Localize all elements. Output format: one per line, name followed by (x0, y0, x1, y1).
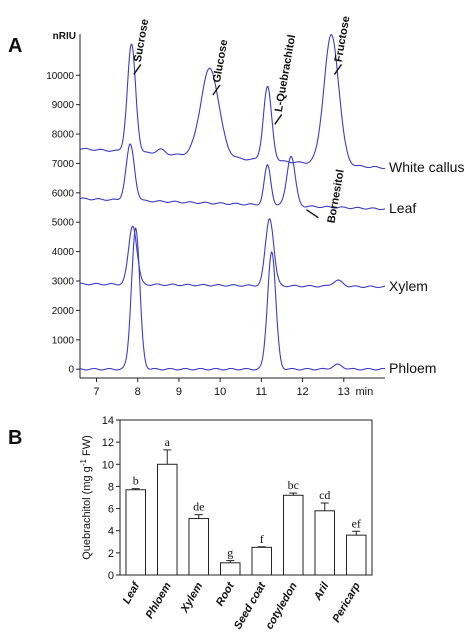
peak-annotation: Bornesitol (326, 169, 347, 225)
x-tick-label: 10 (214, 386, 226, 398)
bar-phloem (156, 463, 178, 576)
annotation-arrow (274, 114, 283, 125)
trace-label: White callus (389, 159, 464, 175)
annotation-arrow (133, 64, 142, 75)
bar-xylem (188, 518, 210, 576)
bar-aril (314, 510, 336, 576)
x-tick-label: 12 (296, 386, 308, 398)
y-tick-label: 2000 (52, 306, 75, 317)
category-label: Aril (311, 580, 332, 604)
x-unit-label: min (356, 386, 374, 398)
category-label: Xylem (178, 580, 205, 615)
peak-annotation: L-Quebrachitol (273, 34, 298, 113)
plot-frame (119, 419, 373, 576)
trace-label: Phloem (389, 360, 436, 376)
significance-letter: cd (319, 488, 330, 502)
bar-leaf (125, 489, 147, 576)
significance-letter: b (133, 474, 139, 488)
y-tick-label: 10000 (46, 71, 74, 82)
peak-annotation: Fructose (333, 15, 353, 63)
bar-cotyledon (282, 494, 304, 576)
bar-root (219, 562, 241, 576)
bar-pericarp (345, 534, 367, 576)
y-tick-label: 3000 (52, 277, 75, 288)
x-tick-label: 7 (93, 386, 99, 398)
peak-annotation: Glucose (211, 39, 230, 84)
category-label: Phloem (144, 580, 174, 621)
chromatogram-chart: 0 1000 2000 3000 4000 5000 6000 7000 8000 9000 100… (46, 15, 464, 398)
annotation-arrow (333, 64, 343, 75)
y-tick-label: 12 (102, 437, 114, 449)
significance-letter: de (193, 500, 204, 514)
category-label: Root (214, 579, 238, 608)
category-label: Pericarp (330, 580, 363, 624)
trace-label: Xylem (389, 278, 428, 294)
annotation-arrow (212, 84, 221, 96)
y-tick-label: 9000 (52, 100, 75, 111)
y-tick-label: 10 (102, 459, 114, 471)
trace-line-xylem (79, 217, 386, 289)
quebrachitol-bar-chart: 0 2 4 6 8 10 12 14 Quebrachitol (mg g-1 FW) b Leaf… (79, 415, 373, 632)
trace-label: Leaf (389, 200, 416, 216)
y-tick-label: 4 (108, 526, 114, 538)
peak-annotation: Sucrose (132, 18, 151, 63)
significance-letter: g (227, 546, 233, 560)
category-label: cotyledon (263, 580, 300, 631)
y-tick-label: 7000 (52, 159, 75, 170)
y-tick-label: 4000 (52, 247, 75, 258)
category-label: Leaf (121, 579, 143, 606)
y-tick-label: 6000 (52, 188, 75, 199)
y-tick-label: 14 (102, 415, 114, 427)
y-unit-label: nRIU (53, 31, 76, 42)
trace-line-white-callus (79, 33, 385, 170)
y-tick-label: 6 (108, 504, 114, 516)
annotation-arrow (305, 209, 319, 219)
significance-letter: a (165, 435, 171, 449)
trace-line-leaf (79, 143, 386, 211)
y-tick-label: 1000 (52, 335, 75, 346)
panel-a-label: A (8, 35, 22, 57)
x-tick-label: 9 (176, 386, 182, 398)
y-tick-label: 8000 (52, 130, 75, 141)
trace-line-phloem (79, 227, 386, 371)
significance-letter: bc (288, 478, 299, 492)
y-tick-label: 2 (108, 548, 114, 560)
y-tick-label: 0 (68, 365, 74, 376)
panel-b-label: B (8, 427, 22, 449)
x-tick-label: 8 (135, 386, 141, 398)
bar-seed-coat (251, 546, 273, 576)
significance-letter: f (260, 532, 264, 546)
significance-letter: ef (352, 516, 361, 530)
y-tick-label: 8 (108, 481, 114, 493)
y-tick-label: 0 (108, 570, 114, 582)
y-tick-label: 5000 (52, 218, 75, 229)
x-tick-label: 11 (256, 386, 267, 398)
x-tick-label: 13 (338, 386, 350, 398)
y-axis-label: Quebrachitol (mg g-1 FW) (79, 435, 93, 560)
